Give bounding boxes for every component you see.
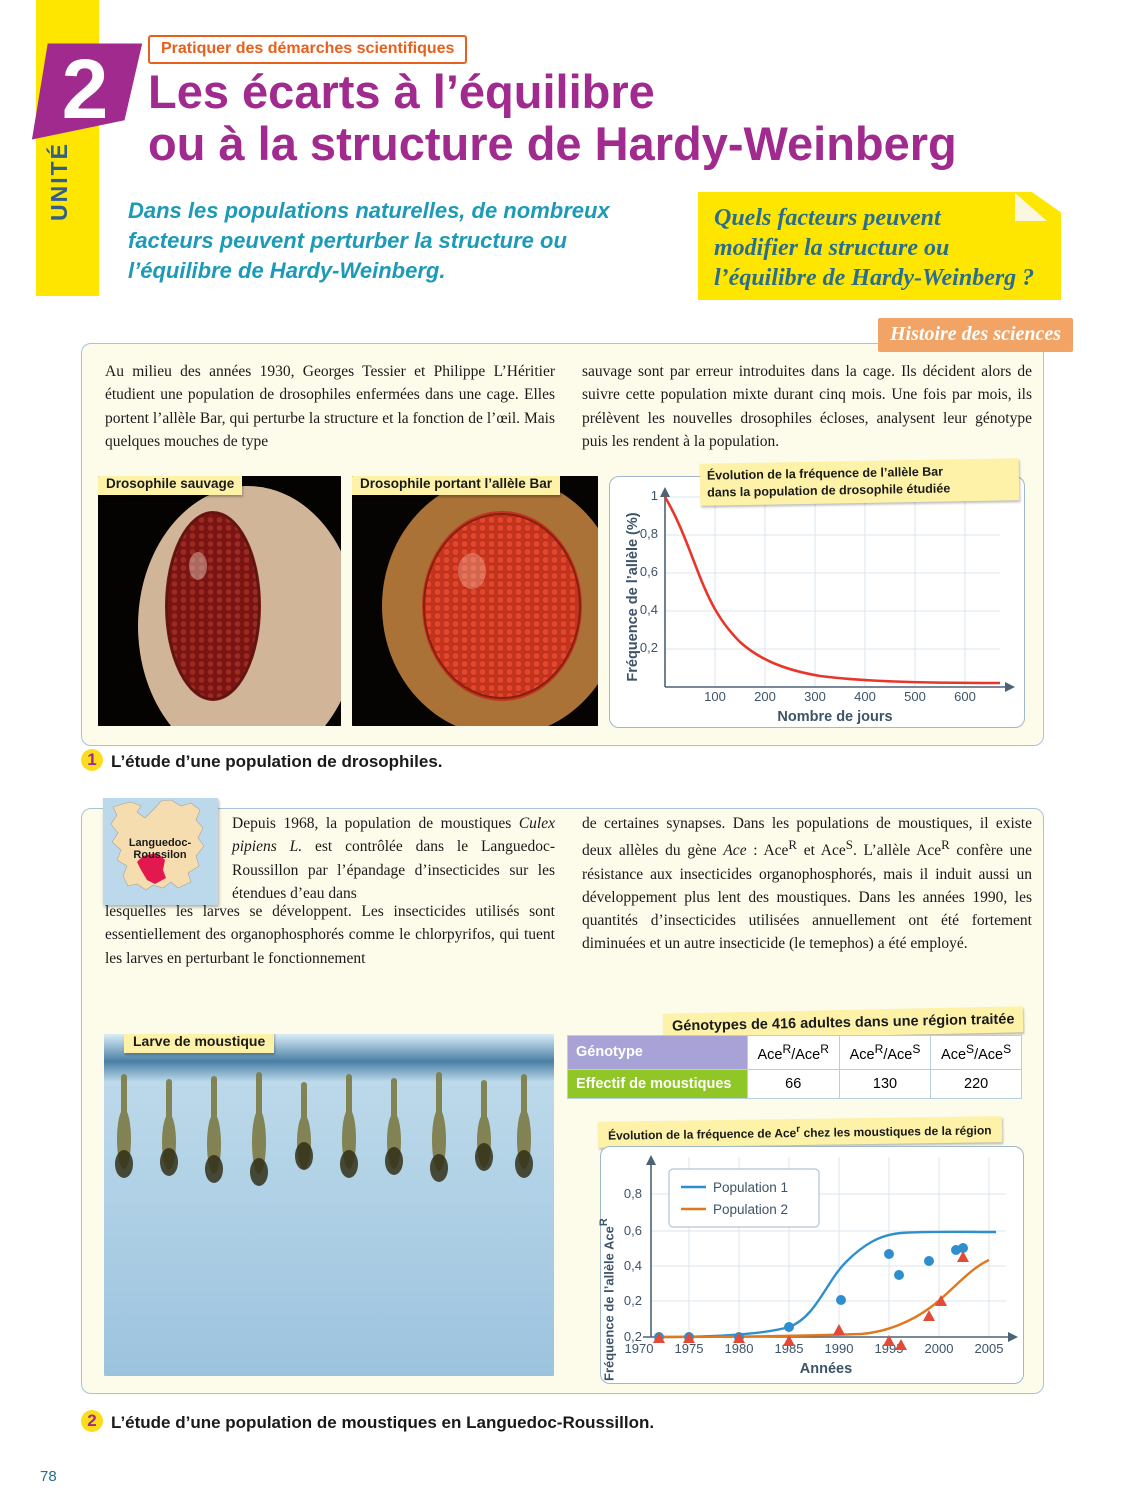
svg-text:200: 200 xyxy=(754,689,776,704)
svg-text:400: 400 xyxy=(854,689,876,704)
svg-text:Population 2: Population 2 xyxy=(713,1202,788,1217)
svg-text:Languedoc-: Languedoc- xyxy=(129,837,192,849)
svg-text:1: 1 xyxy=(651,488,658,503)
svg-text:0,6: 0,6 xyxy=(624,1223,642,1238)
svg-text:1980: 1980 xyxy=(725,1341,754,1356)
svg-text:100: 100 xyxy=(704,689,726,704)
svg-text:1970: 1970 xyxy=(625,1341,654,1356)
svg-text:2005: 2005 xyxy=(975,1341,1004,1356)
svg-text:Fréquence de l’allèle (%): Fréquence de l’allèle (%) xyxy=(625,512,641,681)
svg-text:Roussilon: Roussilon xyxy=(133,849,186,861)
svg-text:500: 500 xyxy=(904,689,926,704)
svg-text:0,4: 0,4 xyxy=(624,1258,642,1273)
svg-text:Nombre de jours: Nombre de jours xyxy=(777,709,892,725)
svg-text:0,4: 0,4 xyxy=(640,602,658,617)
svg-text:0,6: 0,6 xyxy=(640,564,658,579)
svg-text:0,8: 0,8 xyxy=(640,526,658,541)
svg-text:Années: Années xyxy=(800,1361,852,1377)
svg-text:600: 600 xyxy=(954,689,976,704)
svg-text:0,2: 0,2 xyxy=(640,640,658,655)
svg-text:1975: 1975 xyxy=(675,1341,704,1356)
svg-text:300: 300 xyxy=(804,689,826,704)
svg-text:0,2: 0,2 xyxy=(624,1293,642,1308)
svg-text:0,8: 0,8 xyxy=(624,1186,642,1201)
svg-text:1990: 1990 xyxy=(825,1341,854,1356)
svg-text:2000: 2000 xyxy=(925,1341,954,1356)
svg-text:Population 1: Population 1 xyxy=(713,1180,788,1195)
